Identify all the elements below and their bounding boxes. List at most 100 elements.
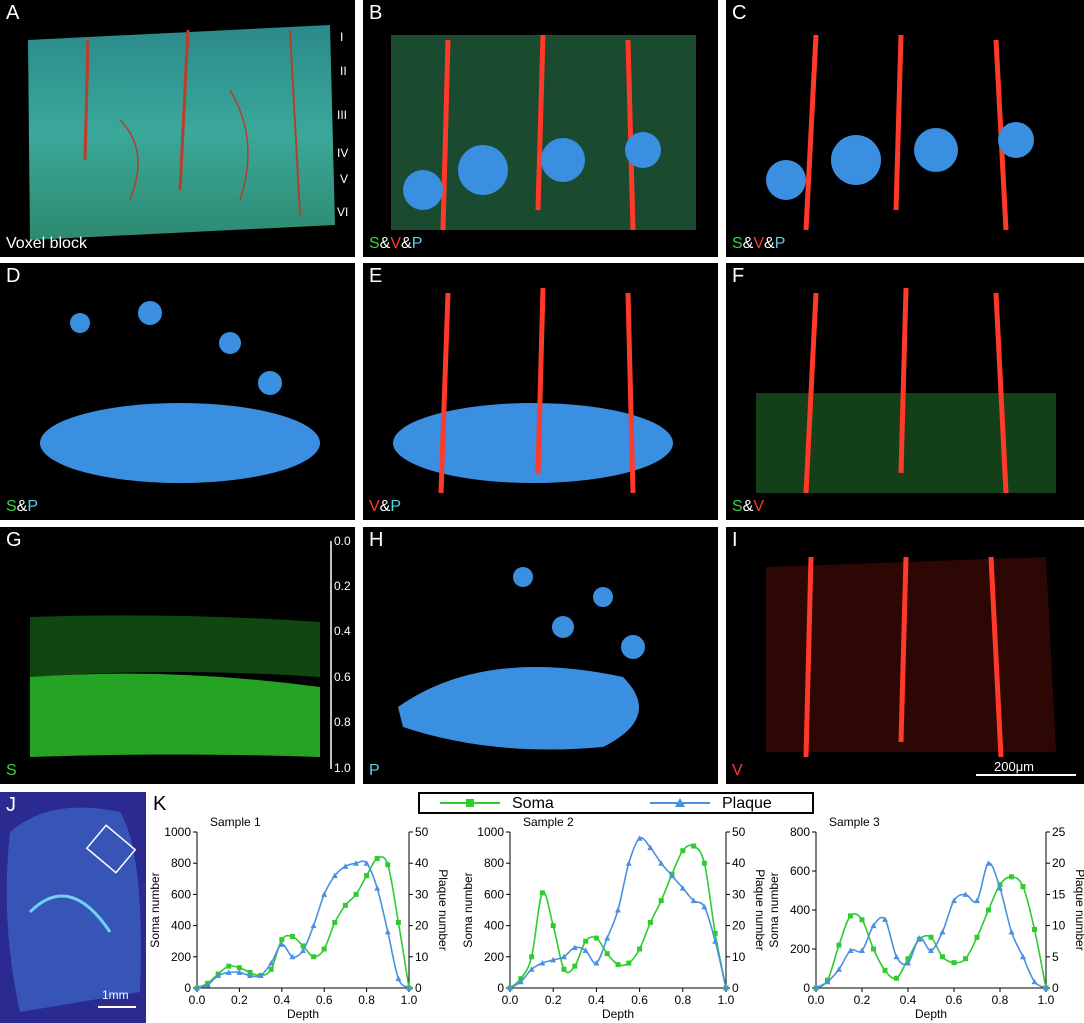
y2-tick-label: 10: [1052, 919, 1066, 933]
plaque-point: [278, 941, 285, 947]
soma-point: [905, 956, 911, 962]
y2-tick-label: 5: [1052, 950, 1059, 964]
legend-soma-marker: [466, 799, 474, 807]
panel-caption: V: [732, 762, 743, 779]
soma-point: [882, 967, 888, 973]
panel-b: B S&V&P: [363, 0, 718, 257]
plaque-render: [398, 567, 645, 750]
soma-point: [236, 965, 242, 971]
y-axis-label: Soma number: [150, 872, 162, 947]
panel-letter: C: [732, 2, 747, 24]
depth-distribution-charts: Sample 10.0 0.2 0.4 0.6 0.8 1.0Depth020040060…: [150, 815, 1084, 1021]
y-tick-label: 200: [790, 942, 810, 956]
y2-tick-label: 20: [415, 919, 429, 933]
panel-letter: A: [6, 2, 20, 24]
plaque-point: [974, 897, 980, 904]
plaque-point: [215, 972, 222, 979]
plaque-point: [679, 885, 686, 891]
y-tick-label: 1000: [164, 825, 191, 839]
soma-point: [395, 919, 401, 925]
plaque-point: [905, 960, 911, 966]
plaque-point: [517, 978, 524, 985]
soma-point: [626, 960, 632, 966]
plaque-point: [395, 975, 402, 982]
plaque-point: [406, 985, 412, 991]
soma-point: [226, 963, 232, 969]
plaque-point: [593, 960, 600, 966]
plaque-point: [962, 891, 969, 897]
scalebar-label: 200μm: [994, 759, 1035, 774]
x-tick-label: 0.4: [273, 993, 290, 1007]
plaque-point: [723, 985, 729, 991]
brain-section-image: [6, 807, 141, 1012]
panel-caption: S&P: [6, 498, 39, 515]
plaque-point: [893, 953, 900, 960]
x-tick-label: 0.8: [992, 993, 1009, 1007]
soma-point: [940, 954, 945, 960]
plaque-point: [870, 922, 877, 929]
plaque-point: [384, 928, 391, 935]
y2-tick-label: 40: [415, 856, 429, 870]
panel-caption: Voxel block: [6, 235, 87, 252]
plaque-point: [236, 969, 243, 975]
soma-point: [848, 913, 853, 919]
plaque-point: [859, 947, 865, 954]
soma-point: [637, 946, 643, 952]
panel-letter: K: [153, 793, 167, 815]
soma-point: [583, 938, 589, 944]
plaque-point: [528, 966, 535, 972]
plaque-point: [289, 953, 296, 960]
y2-axis-label: Plaque number: [753, 869, 767, 950]
voxel-block-image: [28, 25, 335, 240]
plaque-point: [985, 860, 992, 866]
soma-point: [951, 960, 957, 966]
soma-point: [572, 963, 578, 969]
y-tick-label: 800: [484, 856, 504, 870]
plaque-point: [824, 978, 831, 985]
soma-point: [289, 934, 295, 940]
soma-point: [550, 923, 556, 929]
soma-point: [353, 891, 359, 897]
soma-vessel-plaque-render: [766, 34, 1034, 231]
soma-point: [561, 966, 567, 972]
x-tick-label: 1.0: [1038, 993, 1055, 1007]
plaque-point: [951, 897, 957, 904]
x-axis-label: Depth: [287, 1007, 319, 1021]
panel-letter: G: [6, 529, 22, 551]
panel-caption: S: [6, 762, 17, 779]
plaque-point: [658, 860, 665, 866]
vessel-render: [766, 556, 1076, 776]
y-tick-label: 600: [790, 864, 810, 878]
plaque-point: [939, 928, 946, 935]
soma-point: [593, 935, 599, 941]
y-tick-label: 200: [484, 950, 504, 964]
soma-point: [836, 942, 842, 948]
y2-tick-label: 0: [732, 981, 739, 995]
panel-a-voxel-block: A I II III IV V VI Voxel block: [0, 0, 355, 257]
plaque-point: [539, 960, 546, 966]
soma-point: [1009, 874, 1014, 880]
soma-point: [332, 919, 338, 925]
panel-caption: S&V&P: [369, 235, 423, 252]
plaque-point: [550, 956, 557, 963]
x-tick-label: 0.0: [808, 993, 825, 1007]
plaque-point: [1043, 985, 1049, 991]
soma-point: [986, 907, 991, 913]
y2-tick-label: 0: [415, 981, 422, 995]
chart-legend: Soma Plaque: [418, 792, 814, 814]
plaque-point: [582, 947, 589, 954]
x-tick-label: 0.4: [900, 993, 917, 1007]
layer-label: IV: [337, 146, 349, 160]
soma-point: [615, 962, 621, 968]
y2-tick-label: 40: [732, 856, 746, 870]
x-tick-label: 0.6: [316, 993, 333, 1007]
y-axis-label: Soma number: [767, 872, 781, 947]
plaque-point: [1031, 978, 1038, 985]
x-axis-label: Depth: [915, 1007, 947, 1021]
plaque-point: [928, 947, 934, 954]
soma-point: [518, 976, 524, 982]
legend-plaque-label: Plaque: [722, 795, 772, 812]
soma-point: [894, 975, 899, 981]
soma-point: [658, 898, 664, 904]
soma-point: [691, 843, 697, 849]
